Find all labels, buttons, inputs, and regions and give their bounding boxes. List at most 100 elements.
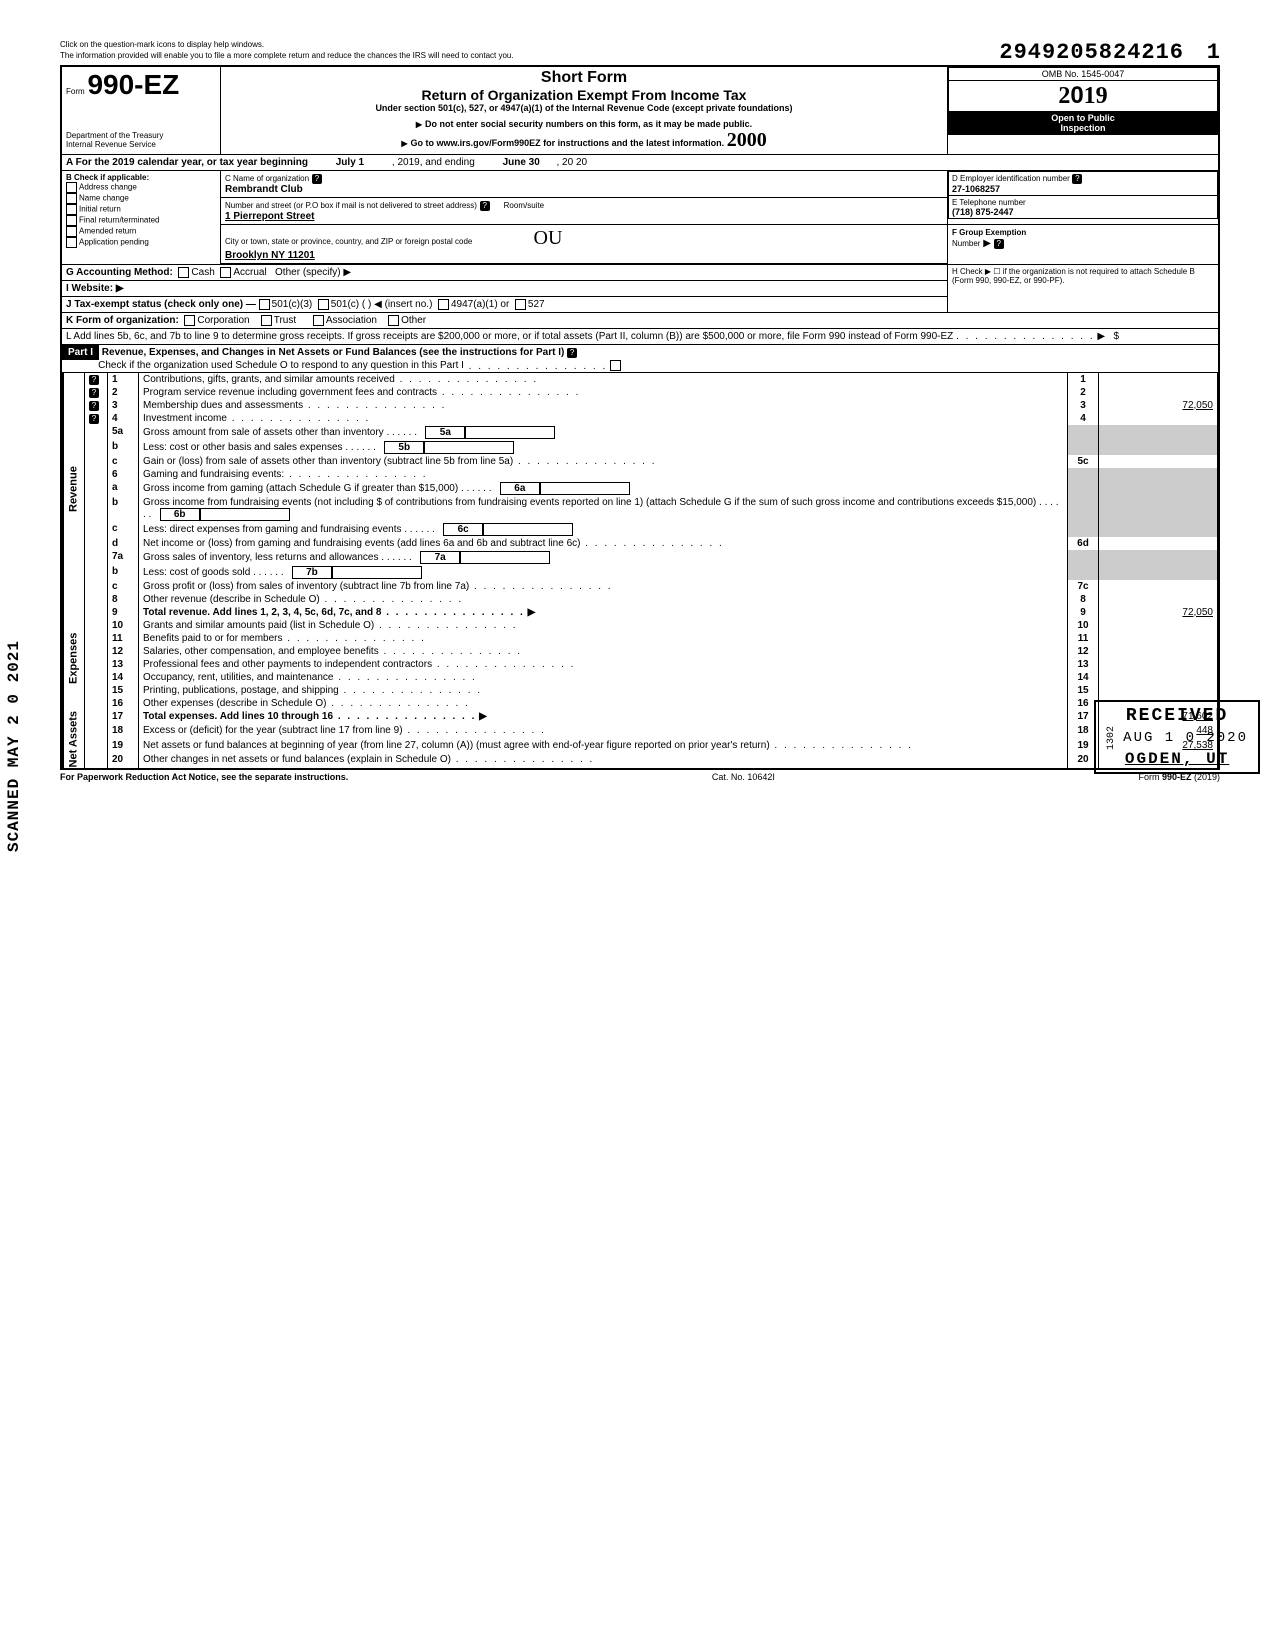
line-text: Grants and similar amounts paid (list in… xyxy=(139,619,1068,632)
line-number: 12 xyxy=(108,645,139,658)
line-amount: 72,050 xyxy=(1099,606,1218,619)
line-box-number: 3 xyxy=(1068,399,1099,412)
subtitle: Under section 501(c), 527, or 4947(a)(1)… xyxy=(225,103,943,113)
chk-cash[interactable] xyxy=(178,267,189,278)
line-amount xyxy=(1099,632,1218,645)
line-number: 3 xyxy=(108,399,139,412)
row-h-text: H Check ▶ ☐ if the organization is not r… xyxy=(952,267,1214,276)
lbl-527: 527 xyxy=(528,299,545,310)
omb-number: OMB No. 1545-0047 xyxy=(949,68,1218,81)
period-begin: July 1 xyxy=(336,157,364,168)
line-number: 4 xyxy=(108,412,139,425)
line-number: b xyxy=(108,565,139,580)
chk-501c[interactable] xyxy=(318,299,329,310)
line-number: 8 xyxy=(108,593,139,606)
box-d-label: D Employer identification number xyxy=(952,174,1070,183)
line-number: 2 xyxy=(108,386,139,399)
line-number: 19 xyxy=(108,739,139,754)
help-icon[interactable]: ? xyxy=(89,375,99,385)
received-stamp: RECEIVED 1302 AUG 1 0 2020 OGDEN, UT xyxy=(1094,700,1260,774)
line-text: Net income or (loss) from gaming and fun… xyxy=(139,537,1068,550)
line-number: d xyxy=(108,537,139,550)
top-header: Click on the question-mark icons to disp… xyxy=(60,40,1220,65)
line-text: Benefits paid to or for members xyxy=(139,632,1068,645)
line-box-number: 2 xyxy=(1068,386,1099,399)
help-icon-f[interactable]: ? xyxy=(994,239,1004,249)
lbl-assoc: Association xyxy=(326,315,377,326)
line-box-number xyxy=(1068,425,1099,440)
chk-other-org[interactable] xyxy=(388,315,399,326)
line-amount: 72,050 xyxy=(1099,399,1218,412)
line-text: Total expenses. Add lines 10 through 16 … xyxy=(139,710,1068,725)
lbl-corp: Corporation xyxy=(197,315,249,326)
box-b-header: B Check if applicable: xyxy=(66,173,149,182)
chk-address-change[interactable] xyxy=(66,182,77,193)
line-number: 1 xyxy=(108,373,139,386)
line-text: Membership dues and assessments xyxy=(139,399,1068,412)
help-icon-p1[interactable]: ? xyxy=(567,348,577,358)
row-j-label: J Tax-exempt status (check only one) — xyxy=(66,299,256,310)
row-l-text: L Add lines 5b, 6c, and 7b to line 9 to … xyxy=(66,331,953,342)
lines-table: Revenue?1Contributions, gifts, grants, a… xyxy=(62,373,1218,768)
line-number: 20 xyxy=(108,753,139,768)
line-box-number: 9 xyxy=(1068,606,1099,619)
period-endyear: , 20 20 xyxy=(556,157,587,168)
box-f-label: F Group Exemption xyxy=(952,228,1026,237)
chk-4947[interactable] xyxy=(438,299,449,310)
line-number: 11 xyxy=(108,632,139,645)
line-box-number: 1 xyxy=(1068,373,1099,386)
line-text: Other expenses (describe in Schedule O) xyxy=(139,697,1068,710)
chk-name-change[interactable] xyxy=(66,193,77,204)
chk-app-pending[interactable] xyxy=(66,237,77,248)
chk-schedule-o[interactable] xyxy=(610,360,621,371)
chk-corp[interactable] xyxy=(184,315,195,326)
batch-stamp: 2949205824216 xyxy=(999,40,1184,65)
chk-final-return[interactable] xyxy=(66,215,77,226)
line-text: Investment income xyxy=(139,412,1068,425)
line-number: b xyxy=(108,496,139,522)
lbl-amended: Amended return xyxy=(79,227,136,236)
footer-mid: Cat. No. 10642I xyxy=(712,772,775,782)
chk-amended[interactable] xyxy=(66,226,77,237)
line-number: c xyxy=(108,455,139,468)
line-text: Program service revenue including govern… xyxy=(139,386,1068,399)
help-icon[interactable]: ? xyxy=(312,174,322,184)
line-text: Gross profit or (loss) from sales of inv… xyxy=(139,580,1068,593)
chk-assoc[interactable] xyxy=(313,315,324,326)
line-box-number: 10 xyxy=(1068,619,1099,632)
telephone: (718) 875-2447 xyxy=(952,207,1014,217)
help-icon-d[interactable]: ? xyxy=(1072,174,1082,184)
help-icon[interactable]: ? xyxy=(89,401,99,411)
line-number: 15 xyxy=(108,684,139,697)
chk-501c3[interactable] xyxy=(259,299,270,310)
line-amount xyxy=(1099,412,1218,425)
chk-initial-return[interactable] xyxy=(66,204,77,215)
lbl-4947: 4947(a)(1) or xyxy=(451,299,509,310)
street-address: 1 Pierrepont Street xyxy=(225,211,314,222)
line-box-number xyxy=(1068,522,1099,537)
line-number: 10 xyxy=(108,619,139,632)
help-icon-street[interactable]: ? xyxy=(480,201,490,211)
ssn-warning: Do not enter social security numbers on … xyxy=(225,119,943,129)
received-title: RECEIVED xyxy=(1106,706,1248,726)
lbl-accrual: Accrual xyxy=(233,267,266,278)
goto-url: Go to www.irs.gov/Form990EZ for instruct… xyxy=(225,129,943,152)
help-instruction-2: The information provided will enable you… xyxy=(60,51,514,60)
form-prefix: Form xyxy=(66,87,85,96)
line-number: 7a xyxy=(108,550,139,565)
chk-accrual[interactable] xyxy=(220,267,231,278)
line-amount xyxy=(1099,658,1218,671)
city-state-zip: Brooklyn NY 11201 xyxy=(225,250,315,261)
line-text: Less: direct expenses from gaming and fu… xyxy=(139,522,1068,537)
chk-527[interactable] xyxy=(515,299,526,310)
help-icon[interactable]: ? xyxy=(89,388,99,398)
period-mid: , 2019, and ending xyxy=(392,157,475,168)
footer: For Paperwork Reduction Act Notice, see … xyxy=(60,772,1220,782)
open-inspection: Open to PublicInspection xyxy=(949,112,1218,135)
help-icon[interactable]: ? xyxy=(89,414,99,424)
footer-left: For Paperwork Reduction Act Notice, see … xyxy=(60,772,348,782)
line-box-number: 5c xyxy=(1068,455,1099,468)
chk-trust[interactable] xyxy=(261,315,272,326)
handwritten-ou: OU xyxy=(534,227,563,249)
org-name: Rembrandt Club xyxy=(225,184,303,195)
